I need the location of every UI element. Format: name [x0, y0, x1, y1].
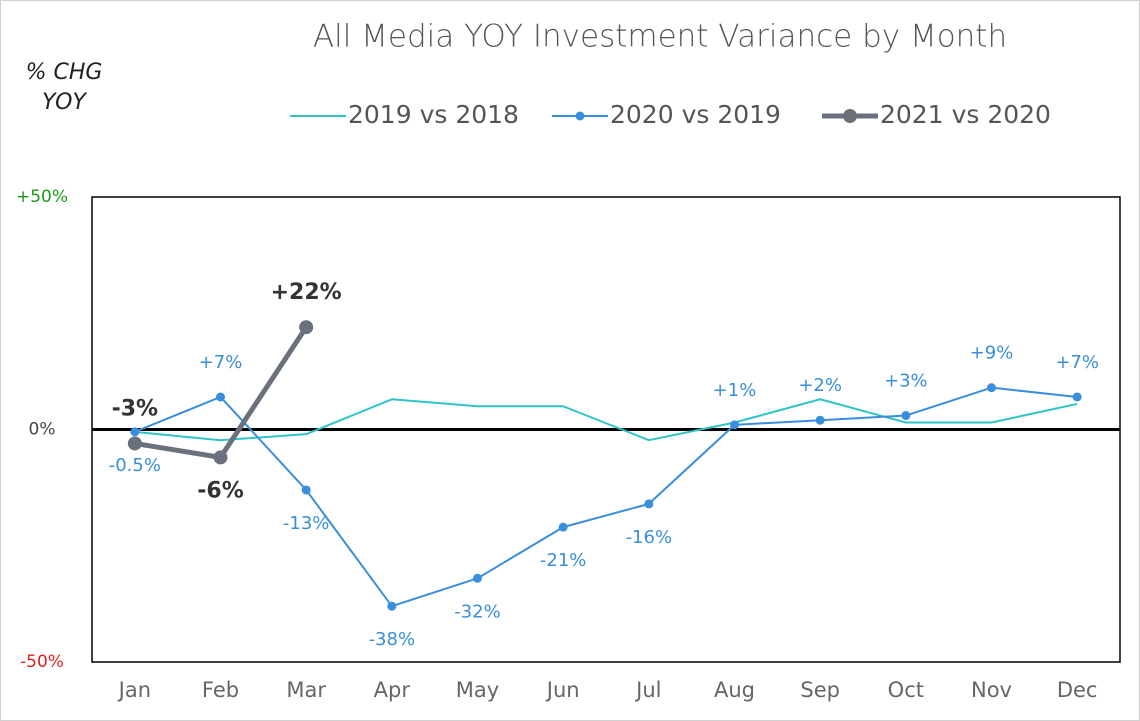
data-label: -3% [112, 396, 158, 421]
data-label: +2% [798, 375, 842, 396]
point [473, 573, 482, 583]
data-label: -13% [283, 513, 330, 534]
point [730, 420, 739, 430]
chart-title: All Media YOY Investment Variance by Mon… [313, 19, 1007, 55]
x-tick-label: Sep [800, 678, 840, 702]
y-axis-title: % CHG YOY [25, 60, 103, 115]
x-tick-label: Jul [634, 678, 661, 702]
point [127, 436, 142, 451]
legend-marker [843, 109, 857, 123]
point [987, 383, 996, 393]
point [558, 522, 568, 532]
data-label: +7% [1055, 352, 1099, 373]
point [387, 601, 397, 611]
x-tick-label: Jun [545, 678, 580, 702]
data-label: -0.5% [109, 455, 161, 476]
data-label: -38% [369, 629, 416, 650]
data-label: -6% [197, 478, 243, 503]
data-label: +9% [970, 343, 1014, 364]
legend-label: 2019 vs 2018 [348, 100, 519, 129]
point [1072, 392, 1082, 402]
data-label: +7% [199, 352, 243, 373]
data-label: -32% [454, 601, 501, 622]
point [216, 392, 225, 402]
x-tick-label: Oct [888, 678, 924, 702]
legend-label: 2020 vs 2019 [610, 100, 781, 129]
y-tick-label: -50% [20, 652, 64, 672]
data-label: +22% [271, 280, 342, 305]
point [815, 415, 825, 425]
x-tick-label: Mar [286, 678, 326, 702]
x-tick-label: Apr [374, 678, 411, 702]
legend-marker [575, 111, 585, 121]
x-tick-label: Nov [971, 678, 1012, 702]
y-tick-label: 0% [29, 420, 56, 440]
point [130, 427, 140, 437]
x-tick-label: Dec [1057, 678, 1098, 702]
x-tick-label: May [456, 678, 499, 702]
x-tick-label: Aug [714, 678, 755, 702]
data-label: +1% [713, 380, 757, 401]
point [644, 499, 654, 509]
legend-label: 2021 vs 2020 [880, 100, 1051, 129]
x-tick-label: Jan [117, 678, 151, 702]
data-label: -16% [626, 527, 673, 548]
point [213, 450, 228, 465]
data-label: +3% [884, 371, 928, 392]
data-label: -21% [540, 550, 587, 571]
point [901, 411, 911, 421]
series-line [134, 386, 1078, 608]
series-line [134, 325, 309, 460]
series-line [134, 398, 1078, 442]
point [299, 320, 314, 335]
y-tick-label: +50% [16, 187, 68, 207]
point [301, 485, 311, 495]
x-tick-label: Feb [202, 678, 239, 702]
